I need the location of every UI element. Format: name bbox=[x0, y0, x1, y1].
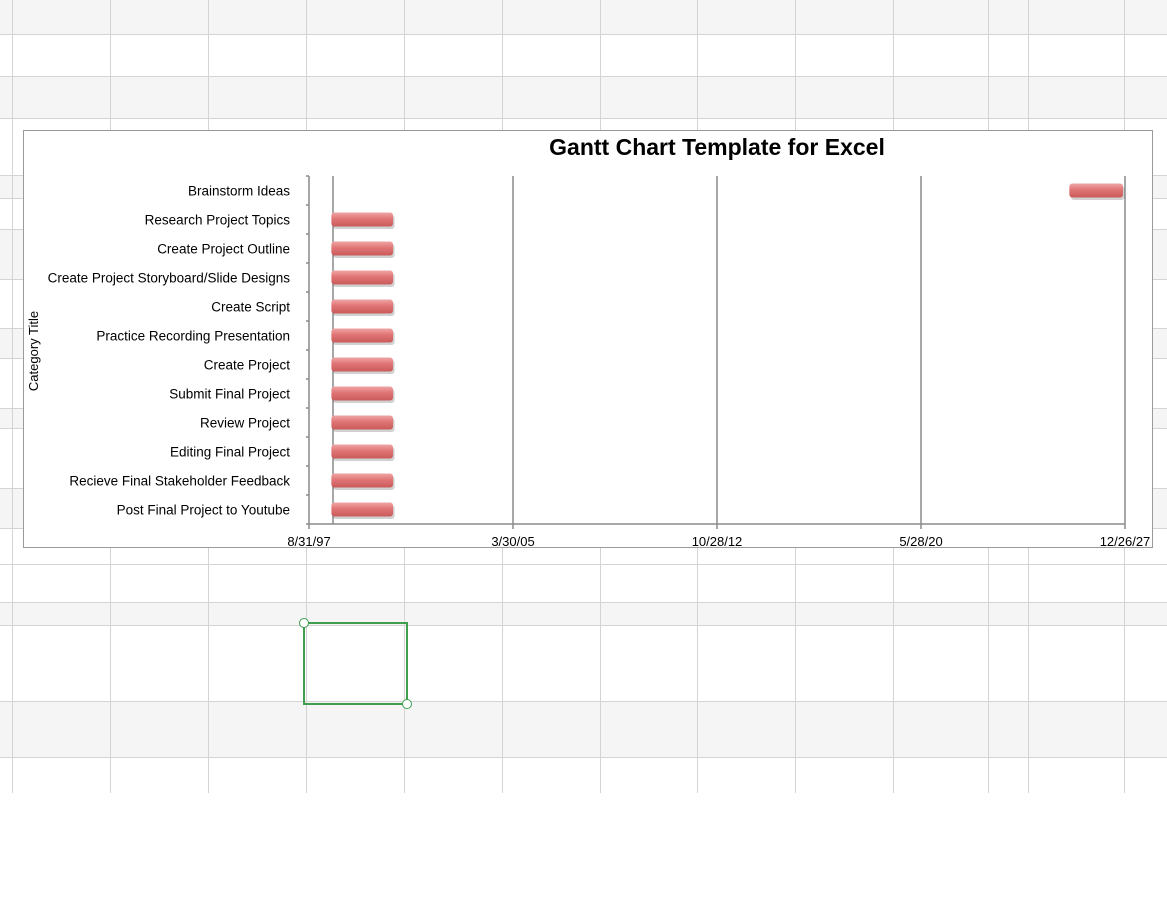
category-label: Submit Final Project bbox=[169, 387, 290, 402]
x-tick-label: 5/28/20 bbox=[899, 534, 942, 549]
category-label: Review Project bbox=[200, 416, 290, 431]
x-tick-label: 3/30/05 bbox=[491, 534, 534, 549]
task-bar bbox=[331, 241, 394, 256]
selection-handle-bottom-right[interactable] bbox=[402, 699, 412, 709]
category-label: Create Project Outline bbox=[157, 242, 290, 257]
sheet-row-shade bbox=[0, 0, 1167, 34]
cell-selection[interactable] bbox=[299, 618, 412, 709]
task-bar bbox=[331, 415, 394, 430]
category-label: Create Project bbox=[204, 358, 291, 373]
category-label: Brainstorm Ideas bbox=[188, 184, 290, 199]
task-bar bbox=[331, 299, 394, 314]
selection-handle-top-left[interactable] bbox=[299, 618, 309, 628]
category-label: Post Final Project to Youtube bbox=[117, 503, 290, 518]
task-bar bbox=[331, 444, 394, 459]
category-label: Editing Final Project bbox=[170, 445, 290, 460]
sheet-row-shade bbox=[0, 602, 1167, 625]
task-bar bbox=[331, 212, 394, 227]
category-label: Create Script bbox=[211, 300, 290, 315]
sheet-row-shade bbox=[0, 76, 1167, 118]
x-tick-label: 12/26/27 bbox=[1100, 534, 1151, 549]
sheet-row-shade bbox=[0, 701, 1167, 757]
chart-title: Gantt Chart Template for Excel bbox=[549, 134, 885, 160]
task-bar bbox=[1069, 183, 1123, 198]
category-label: Recieve Final Stakeholder Feedback bbox=[69, 474, 290, 489]
category-label: Practice Recording Presentation bbox=[96, 329, 290, 344]
y-axis-title: Category Title bbox=[26, 311, 41, 391]
task-bar bbox=[331, 270, 394, 285]
x-tick-label: 8/31/97 bbox=[287, 534, 330, 549]
x-tick-label: 10/28/12 bbox=[692, 534, 743, 549]
task-bar bbox=[331, 473, 394, 488]
gantt-chart: Gantt Chart Template for Excel Category T… bbox=[26, 134, 1151, 549]
task-bar bbox=[331, 328, 394, 343]
task-bar bbox=[331, 502, 394, 517]
task-bar bbox=[331, 386, 394, 401]
category-label: Research Project Topics bbox=[145, 213, 291, 228]
category-label: Create Project Storyboard/Slide Designs bbox=[48, 271, 291, 286]
task-bar bbox=[331, 357, 394, 372]
chart-container[interactable]: Gantt Chart Template for Excel Category T… bbox=[23, 130, 1153, 549]
